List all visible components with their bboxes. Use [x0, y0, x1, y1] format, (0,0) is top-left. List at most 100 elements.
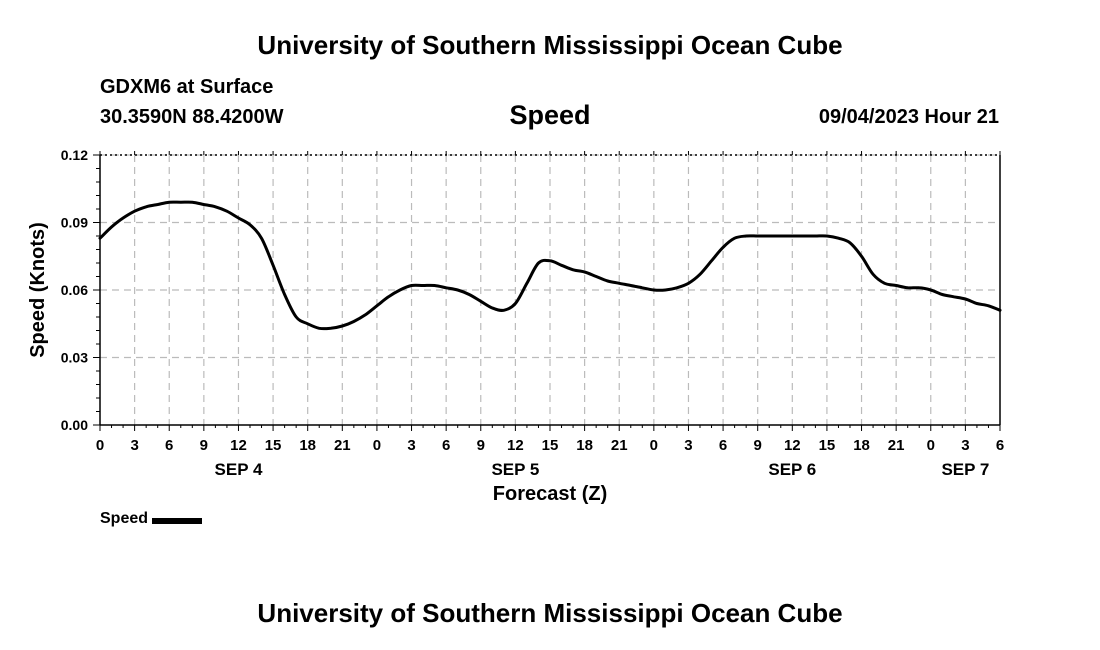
- grid-layer: [100, 154, 1000, 425]
- data-point: [906, 286, 909, 289]
- date-label: SEP 6: [768, 460, 816, 479]
- data-point: [133, 210, 136, 213]
- x-tick-label: 18: [853, 437, 870, 454]
- data-point: [572, 268, 575, 271]
- data-point: [745, 235, 748, 238]
- data-point: [491, 307, 494, 310]
- x-tick-label: 9: [477, 437, 485, 454]
- data-point: [410, 284, 413, 287]
- data-point: [791, 235, 794, 238]
- x-tick-label: 21: [334, 437, 351, 454]
- series-layer: [98, 200, 1002, 331]
- data-point: [710, 259, 713, 262]
- data-point: [433, 284, 436, 287]
- x-tick-label: 15: [819, 437, 836, 454]
- x-tick-label: 9: [200, 437, 208, 454]
- y-tick-label: 0.03: [61, 350, 88, 366]
- data-point: [975, 302, 978, 305]
- legend-swatch: [152, 517, 203, 524]
- data-point: [929, 289, 932, 292]
- data-point: [987, 304, 990, 307]
- legend: Speed: [100, 510, 203, 528]
- x-tick-label: 6: [996, 437, 1004, 454]
- x-tick-label: 0: [650, 437, 658, 454]
- x-tick-label: 21: [611, 437, 628, 454]
- data-point: [964, 298, 967, 301]
- x-tick-label: 3: [684, 437, 692, 454]
- x-tick-label: 12: [507, 437, 524, 454]
- x-tick-label: 12: [784, 437, 801, 454]
- legend-label: Speed: [100, 510, 149, 527]
- data-point: [687, 282, 690, 285]
- x-tick-label: 6: [442, 437, 450, 454]
- data-point: [145, 205, 148, 208]
- x-tick-label: 18: [576, 437, 593, 454]
- data-point: [156, 203, 159, 206]
- data-point: [606, 280, 609, 283]
- data-point: [249, 223, 252, 226]
- x-tick-label: 18: [299, 437, 316, 454]
- series-line-speed: [98, 200, 1002, 331]
- data-point: [422, 284, 425, 287]
- label-layer: 0 3 6 9 12 15 18 21 0 3 6 9 12 15 18 21 0 3 6 9 12 15 18 21 0 3 6 0…: [61, 147, 1004, 479]
- data-point: [260, 237, 263, 240]
- data-point: [283, 293, 286, 296]
- data-point: [825, 235, 828, 238]
- y-tick-label: 0.06: [61, 282, 88, 298]
- data-point: [779, 235, 782, 238]
- data-point: [179, 201, 182, 204]
- data-point: [502, 309, 505, 312]
- data-point: [375, 304, 378, 307]
- data-point: [191, 201, 194, 204]
- date-label: SEP 4: [215, 460, 263, 479]
- x-tick-label: 0: [927, 437, 935, 454]
- data-point: [387, 295, 390, 298]
- data-point: [849, 241, 852, 244]
- data-point: [122, 217, 125, 220]
- x-tick-label: 3: [130, 437, 138, 454]
- date-label: SEP 5: [491, 460, 539, 479]
- bottom-title: University of Southern Mississippi Ocean…: [257, 598, 843, 628]
- x-tick-label: 3: [407, 437, 415, 454]
- data-point: [941, 293, 944, 296]
- x-tick-label: 21: [888, 437, 905, 454]
- x-tick-label: 15: [542, 437, 559, 454]
- data-point: [652, 289, 655, 292]
- data-point: [525, 282, 528, 285]
- data-point: [202, 203, 205, 206]
- x-tick-label: 0: [373, 437, 381, 454]
- data-point: [699, 273, 702, 276]
- data-point: [918, 286, 921, 289]
- x-tick-label: 0: [96, 437, 104, 454]
- y-tick-label: 0.12: [61, 147, 88, 163]
- data-point: [225, 210, 228, 213]
- run-time-label: 09/04/2023 Hour 21: [818, 106, 999, 128]
- data-point: [479, 300, 482, 303]
- data-point: [445, 286, 448, 289]
- x-tick-label: 6: [165, 437, 173, 454]
- data-point: [168, 201, 171, 204]
- y-axis-label: Speed (Knots): [27, 222, 49, 358]
- chart-title: Speed: [509, 100, 591, 130]
- data-point: [952, 295, 955, 298]
- x-tick-label: 9: [754, 437, 762, 454]
- data-point: [537, 262, 540, 265]
- x-tick-label: 6: [719, 437, 727, 454]
- y-tick-label: 0.00: [61, 417, 88, 433]
- y-tick-label: 0.09: [61, 215, 88, 231]
- data-point: [895, 284, 898, 287]
- data-point: [756, 235, 759, 238]
- data-point: [768, 235, 771, 238]
- station-label: GDXM6 at Surface: [100, 76, 274, 98]
- data-point: [456, 289, 459, 292]
- data-point: [306, 322, 309, 325]
- data-point: [214, 205, 217, 208]
- data-point: [99, 237, 102, 240]
- data-point: [814, 235, 817, 238]
- x-tick-label: 12: [230, 437, 247, 454]
- data-point: [802, 235, 805, 238]
- data-point: [675, 286, 678, 289]
- date-label: SEP 7: [941, 460, 989, 479]
- data-point: [872, 273, 875, 276]
